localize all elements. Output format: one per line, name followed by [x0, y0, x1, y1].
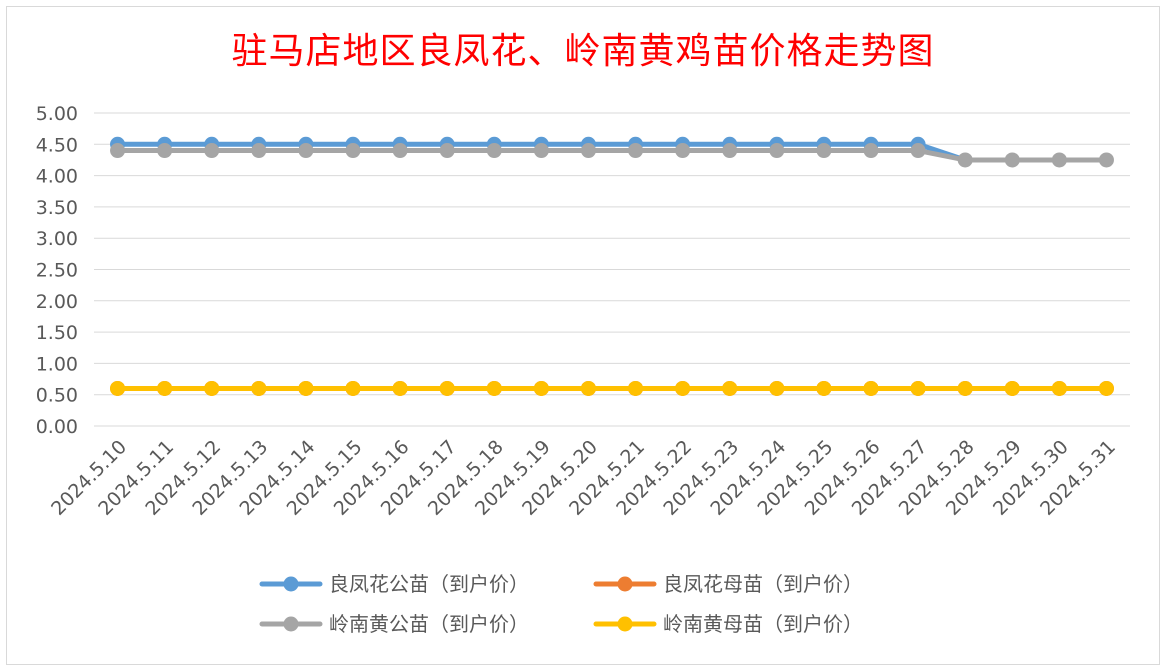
data-point [345, 143, 361, 159]
y-tick-label: 4.00 [36, 166, 78, 188]
data-point [1051, 152, 1067, 168]
data-point [957, 380, 973, 396]
data-point [816, 380, 832, 396]
y-tick-label: 1.50 [36, 322, 78, 344]
y-tick-label: 0.00 [36, 416, 78, 438]
data-point [392, 143, 408, 159]
data-point [722, 380, 738, 396]
legend-label: 岭南黄母苗（到户价） [663, 612, 863, 636]
data-point [1004, 380, 1020, 396]
legend-swatch-marker [617, 576, 633, 592]
y-tick-label: 3.50 [36, 197, 78, 219]
y-tick-label: 0.50 [36, 385, 78, 407]
legend-label: 良凤花母苗（到户价） [663, 572, 863, 596]
legend-swatch-marker [283, 576, 299, 592]
data-point [439, 143, 455, 159]
data-point [298, 143, 314, 159]
data-point [298, 380, 314, 396]
data-point [769, 380, 785, 396]
legend-label: 岭南黄公苗（到户价） [329, 612, 529, 636]
data-point [345, 380, 361, 396]
data-point [863, 380, 879, 396]
data-point [910, 143, 926, 159]
y-tick-label: 5.00 [36, 103, 78, 125]
chart-frame [6, 6, 1160, 665]
data-point [675, 380, 691, 396]
legend-swatch-marker [617, 616, 633, 632]
data-point [722, 143, 738, 159]
y-tick-label: 2.00 [36, 291, 78, 313]
data-point [204, 380, 220, 396]
data-point [533, 380, 549, 396]
data-point [910, 380, 926, 396]
data-point [1098, 152, 1114, 168]
legend-swatch-marker [283, 616, 299, 632]
data-point [1051, 380, 1067, 396]
data-point [1004, 152, 1020, 168]
data-point [110, 143, 126, 159]
data-point [863, 143, 879, 159]
data-point [486, 380, 502, 396]
y-tick-label: 1.00 [36, 353, 78, 375]
data-point [628, 380, 644, 396]
data-point [580, 380, 596, 396]
data-point [769, 143, 785, 159]
data-point [675, 143, 691, 159]
data-point [439, 380, 455, 396]
data-point [486, 143, 502, 159]
data-point [204, 143, 220, 159]
data-point [816, 143, 832, 159]
data-point [1098, 380, 1114, 396]
legend-label: 良凤花公苗（到户价） [329, 572, 529, 596]
data-point [533, 143, 549, 159]
data-point [957, 152, 973, 168]
y-tick-label: 4.50 [36, 134, 78, 156]
data-point [580, 143, 596, 159]
data-point [251, 143, 267, 159]
data-point [157, 380, 173, 396]
data-point [392, 380, 408, 396]
data-point [628, 143, 644, 159]
chart-title: 驻马店地区良凤花、岭南黄鸡苗价格走势图 [231, 31, 935, 72]
y-tick-label: 3.00 [36, 228, 78, 250]
data-point [110, 380, 126, 396]
series-line [115, 148, 1109, 163]
data-point [157, 143, 173, 159]
y-tick-label: 2.50 [36, 260, 78, 282]
data-point [251, 380, 267, 396]
